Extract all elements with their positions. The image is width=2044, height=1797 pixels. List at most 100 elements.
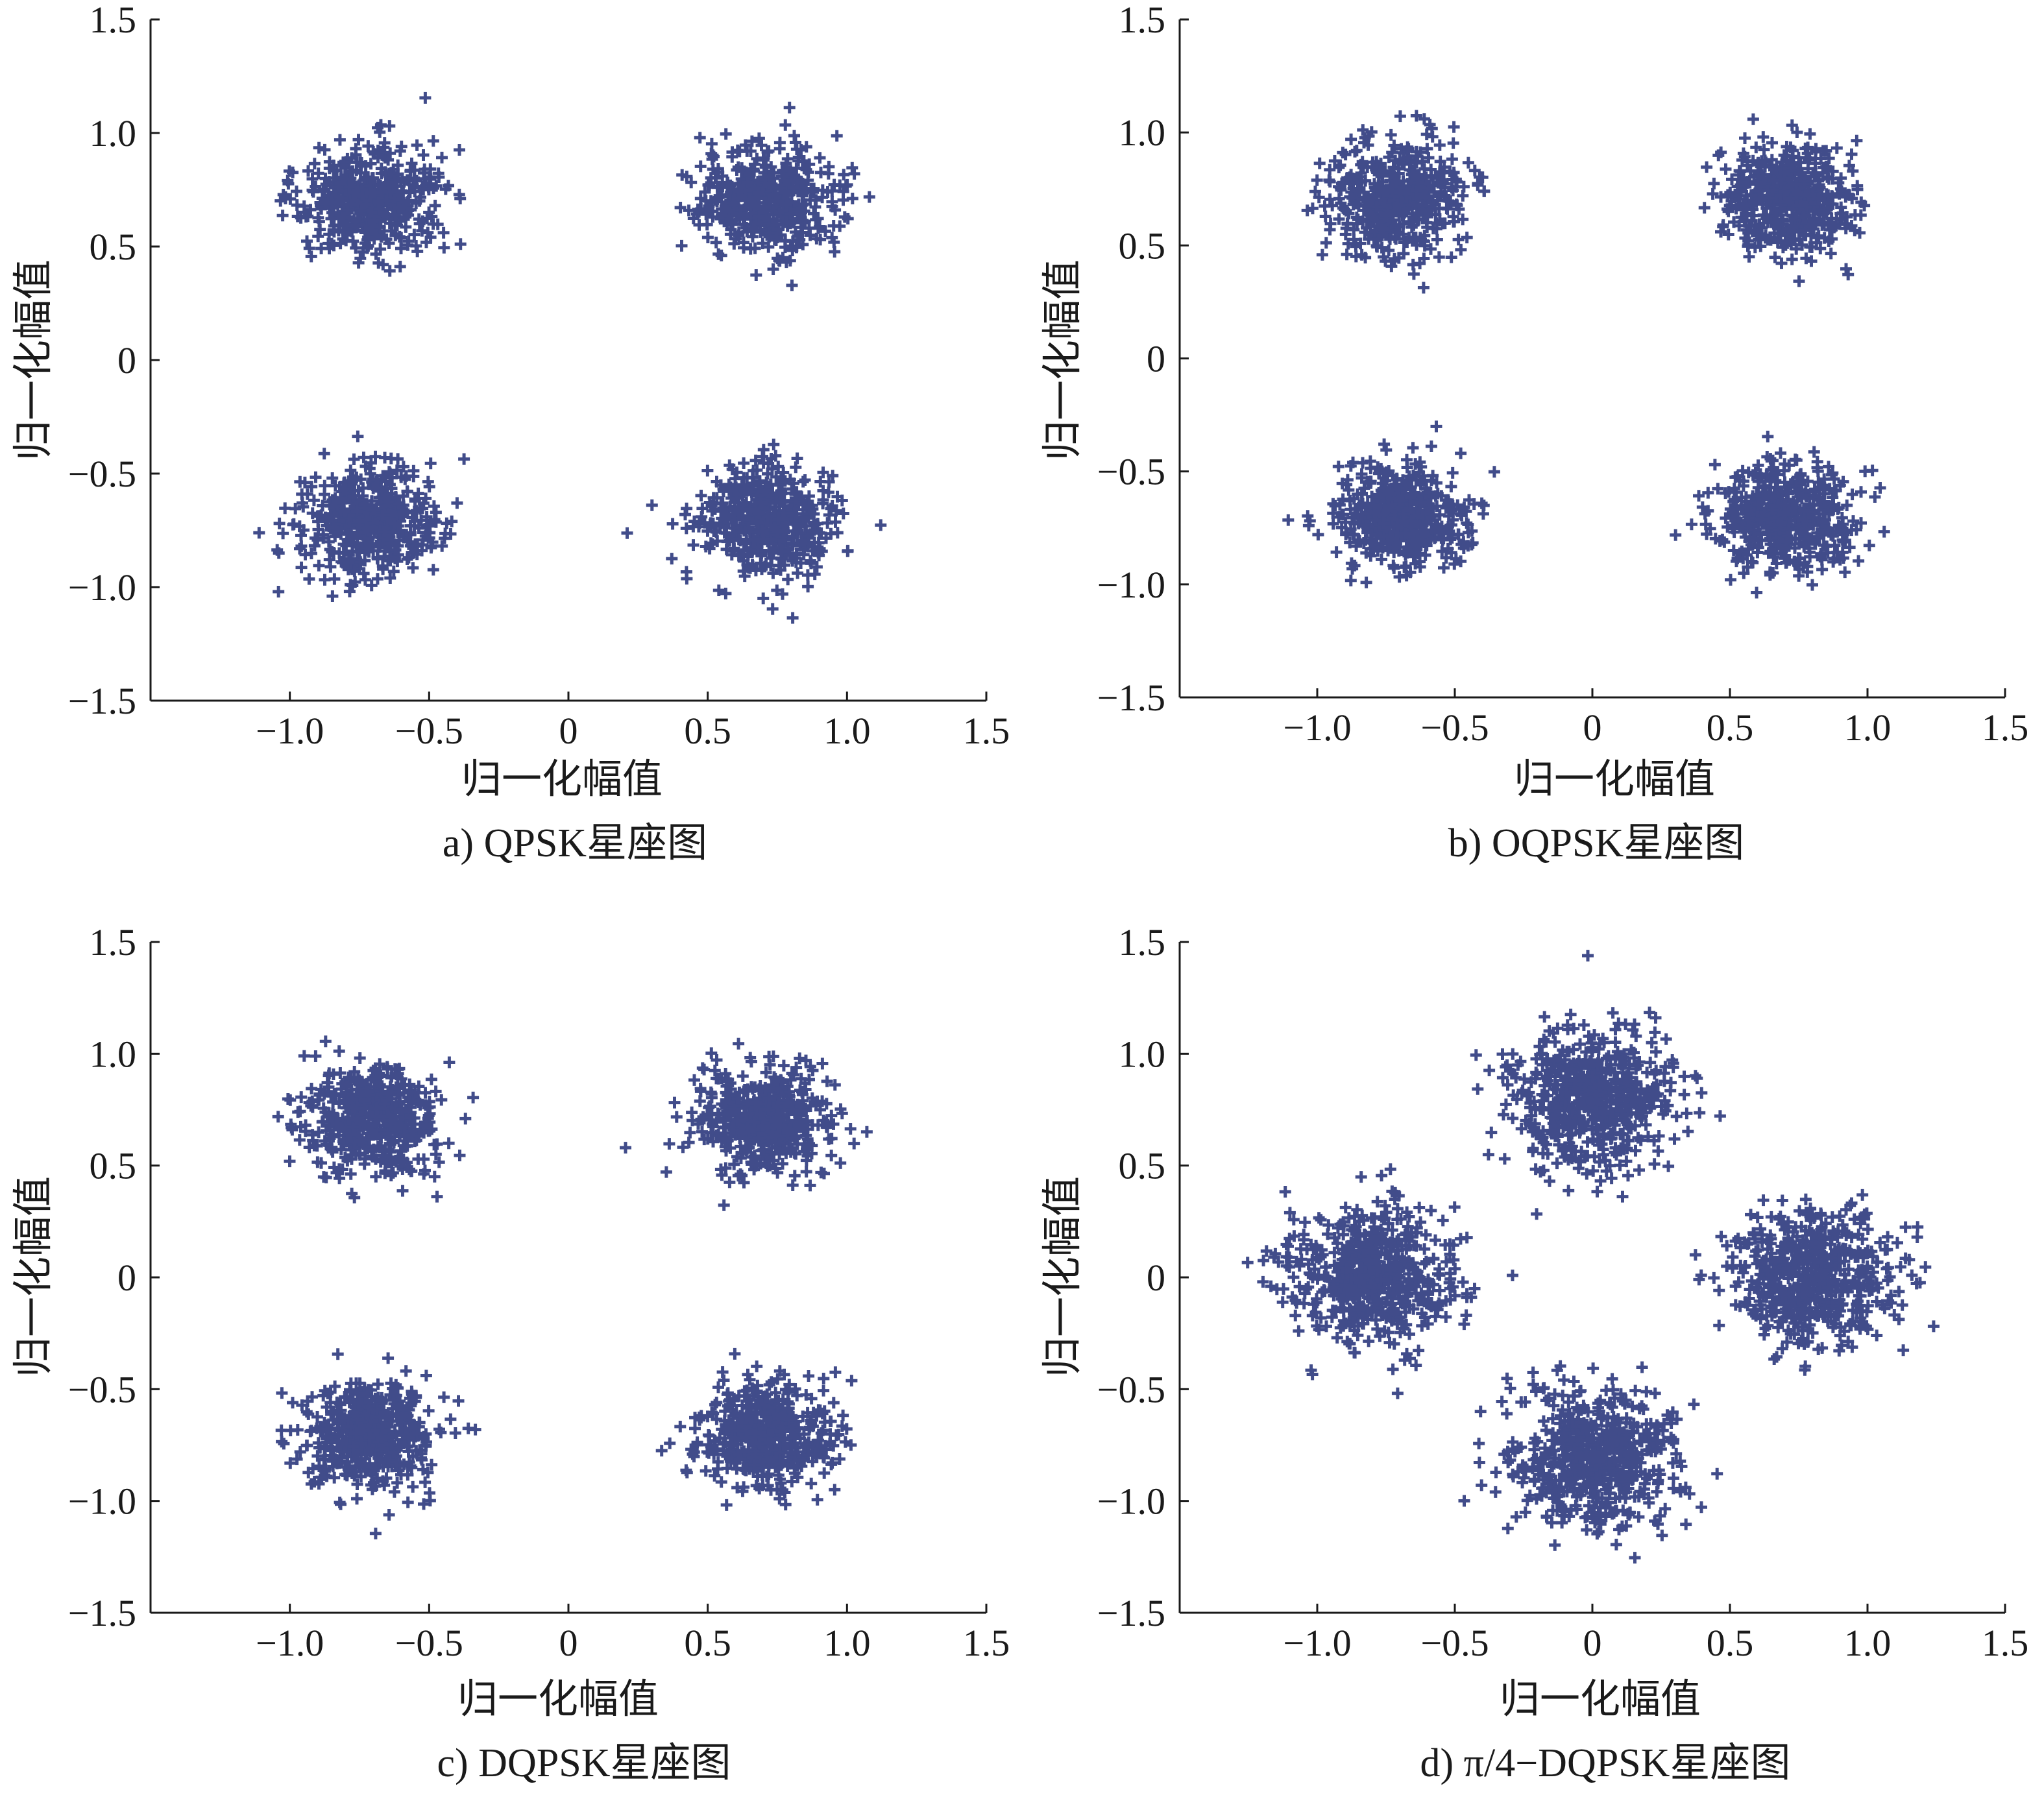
panel-b-point <box>1792 164 1804 176</box>
panel-a-point <box>768 167 780 179</box>
panel-b-point <box>1421 143 1433 155</box>
panel-b-point <box>1834 520 1846 533</box>
panel-a-point <box>770 497 782 509</box>
panel-c-point <box>684 1126 696 1139</box>
panel-a-point <box>757 533 770 546</box>
panel-b-point <box>1385 260 1398 272</box>
panel-a-point <box>760 209 773 221</box>
panel-a-point <box>355 473 367 485</box>
panel-a-point <box>820 532 832 544</box>
panel-a-point <box>841 178 853 191</box>
panel-a-point <box>364 468 376 480</box>
panel-b-point <box>1855 486 1867 498</box>
panel-b-point <box>1354 535 1365 547</box>
panel-a-point <box>323 156 335 168</box>
panel-a-point <box>375 231 387 243</box>
panel-a-point <box>785 171 797 183</box>
panel-a-point <box>348 537 360 549</box>
panel-a-point <box>424 173 437 186</box>
panel-b-point <box>1411 150 1424 162</box>
panel-c-point <box>712 1072 725 1085</box>
panel-b-point <box>1730 202 1742 215</box>
panel-c-point <box>800 1154 812 1166</box>
panel-a-point <box>330 186 342 199</box>
panel-a-point <box>381 541 393 553</box>
panel-b-point <box>1383 486 1395 498</box>
panel-b-point <box>1372 467 1385 479</box>
panel-a-point <box>777 165 789 176</box>
panel-a-point <box>328 224 340 236</box>
panel-b-point <box>1728 216 1740 228</box>
panel-b-point <box>1378 186 1390 199</box>
panel-b-point <box>1804 551 1816 563</box>
panel-b-point <box>1804 533 1816 546</box>
panel-a-point <box>346 545 358 557</box>
panel-b-point <box>1785 172 1797 184</box>
panel-a-point <box>757 450 768 463</box>
panel-a-point <box>755 557 767 570</box>
panel-b-point <box>1807 511 1819 524</box>
panel-a-point <box>725 549 738 561</box>
panel-b-point <box>1405 521 1417 533</box>
panel-b-point <box>1793 275 1805 287</box>
panel-b-point <box>1737 552 1749 564</box>
panel-a-point <box>358 452 370 464</box>
panel-a-point <box>359 226 371 238</box>
panel-a-point <box>375 474 387 486</box>
panel-a-point <box>803 501 815 513</box>
panel-c-point <box>794 1100 807 1113</box>
panel-b-point <box>1771 192 1783 204</box>
panel-b-point <box>1770 481 1782 494</box>
panel-a-point <box>299 548 311 561</box>
panel-b-point <box>1336 177 1348 189</box>
panel-b-point <box>1874 482 1886 494</box>
panel-a-point <box>427 564 439 576</box>
panel-b-point <box>1727 544 1740 557</box>
panel-b-point <box>1403 232 1415 244</box>
panel-b-point <box>1818 529 1830 541</box>
panel-a-point <box>279 193 291 204</box>
panel-a-point <box>777 520 790 532</box>
panel-b-point <box>1433 202 1445 215</box>
panel-a-point <box>419 91 432 104</box>
panel-a-point <box>733 533 745 546</box>
panel-a-point <box>792 498 805 511</box>
panel-a-point <box>808 508 820 520</box>
panel-a-point <box>837 186 849 198</box>
panel-b-point <box>1708 177 1720 189</box>
panel-c-point <box>454 1150 466 1162</box>
panel-a-point <box>351 518 363 531</box>
panel-a-point <box>776 531 788 544</box>
panel-b-point <box>1808 483 1821 496</box>
panel-a-point <box>351 554 363 566</box>
panel-a-point <box>712 585 725 596</box>
panel-a-point <box>790 518 802 530</box>
panel-a-point <box>776 552 788 564</box>
panel-b-point <box>1420 217 1433 229</box>
panel-b-x-tick-label: 1.0 <box>1844 706 1892 749</box>
panel-a-point <box>795 557 807 569</box>
panel-b-point <box>1368 213 1380 224</box>
panel-a-point <box>829 516 842 528</box>
panel-c-point <box>787 1103 799 1115</box>
panel-a-point <box>303 573 315 585</box>
panel-a-point <box>694 132 706 144</box>
panel-a-point <box>779 500 791 512</box>
panel-a-y-tick-label: −0.5 <box>68 453 136 495</box>
panel-a-point <box>764 488 777 501</box>
panel-b-point <box>1775 257 1788 269</box>
panel-a-point <box>786 483 798 495</box>
panel-a-point <box>325 213 337 224</box>
panel-a-point <box>413 195 426 207</box>
panel-c-point <box>758 1112 770 1124</box>
panel-c-point <box>337 1135 349 1148</box>
panel-c-point <box>754 1109 766 1121</box>
panel-a-point <box>376 485 388 497</box>
panel-a-point <box>352 430 364 442</box>
panel-c-point <box>412 1094 424 1107</box>
panel-a-point <box>800 185 812 197</box>
panel-b-point <box>1404 544 1417 557</box>
panel-b-point <box>1827 165 1839 178</box>
panel-a-point <box>802 581 814 593</box>
panel-c-point <box>424 1107 436 1120</box>
